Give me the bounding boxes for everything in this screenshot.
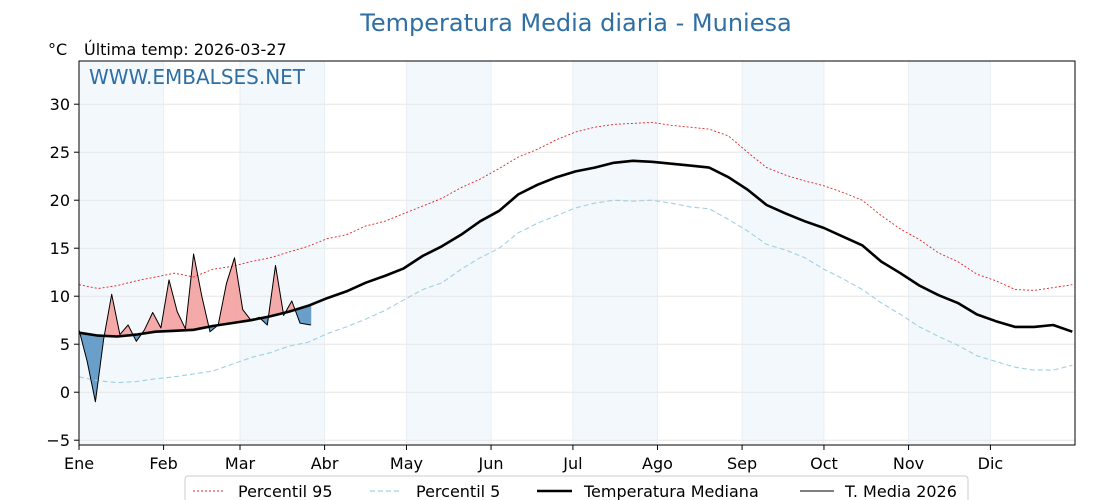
month-band bbox=[239, 61, 325, 445]
x-tick-label: Abr bbox=[311, 454, 339, 473]
x-axis: Ene Feb Mar Abr May Jun Jul Ago Sep Oct Nov Dic bbox=[64, 445, 1003, 473]
x-tick-label: Nov bbox=[893, 454, 924, 473]
series-lines bbox=[78, 121, 1073, 403]
y-tick-label: 15 bbox=[50, 239, 70, 258]
y-tick-label: 30 bbox=[50, 95, 70, 114]
y-tick-label: 10 bbox=[50, 287, 70, 306]
legend: Percentil 95 Percentil 5 Temperatura Med… bbox=[184, 475, 969, 500]
x-tick-label: Ago bbox=[642, 454, 673, 473]
month-band bbox=[742, 61, 824, 445]
last-temp-label: Última temp: 2026-03-27 bbox=[84, 40, 287, 59]
x-tick-label: Sep bbox=[727, 454, 757, 473]
line-mediana bbox=[78, 159, 1073, 338]
legend-label-p5: Percentil 5 bbox=[416, 482, 500, 500]
y-axis: −5 0 5 10 15 20 25 30 bbox=[46, 95, 79, 450]
line-percentil-5 bbox=[78, 199, 1073, 384]
month-bands bbox=[79, 61, 991, 445]
unit-label: °C bbox=[48, 40, 67, 59]
x-tick-label: Dic bbox=[978, 454, 1004, 473]
month-band bbox=[572, 61, 658, 445]
x-tick-label: Oct bbox=[810, 454, 838, 473]
y-tick-label: 5 bbox=[60, 335, 70, 354]
x-tick-label: Ene bbox=[64, 454, 94, 473]
x-tick-label: Jun bbox=[478, 454, 504, 473]
plot-frame bbox=[78, 60, 1076, 446]
x-tick-label: Mar bbox=[225, 454, 256, 473]
y-tick-label: 25 bbox=[50, 143, 70, 162]
grid bbox=[79, 61, 1075, 445]
watermark: WWW.EMBALSES.NET bbox=[89, 65, 306, 89]
legend-label-median: Temperatura Mediana bbox=[583, 482, 759, 500]
y-tick-label: 20 bbox=[50, 191, 70, 210]
month-band bbox=[908, 61, 991, 445]
legend-box bbox=[184, 475, 969, 500]
line-media-2026 bbox=[78, 253, 311, 403]
legend-label-2026: T. Media 2026 bbox=[844, 482, 957, 500]
x-tick-label: Feb bbox=[149, 454, 177, 473]
month-band bbox=[79, 61, 164, 445]
legend-label-p95: Percentil 95 bbox=[238, 482, 333, 500]
chart-title: Temperatura Media diaria - Muniesa bbox=[359, 9, 791, 37]
x-tick-label: Jul bbox=[562, 454, 582, 473]
month-band bbox=[406, 61, 492, 445]
x-tick-label: May bbox=[390, 454, 423, 473]
line-percentil-95 bbox=[78, 121, 1073, 291]
fill-below-median bbox=[309, 304, 312, 326]
y-tick-label: 0 bbox=[60, 383, 70, 402]
y-tick-label: −5 bbox=[46, 431, 70, 450]
